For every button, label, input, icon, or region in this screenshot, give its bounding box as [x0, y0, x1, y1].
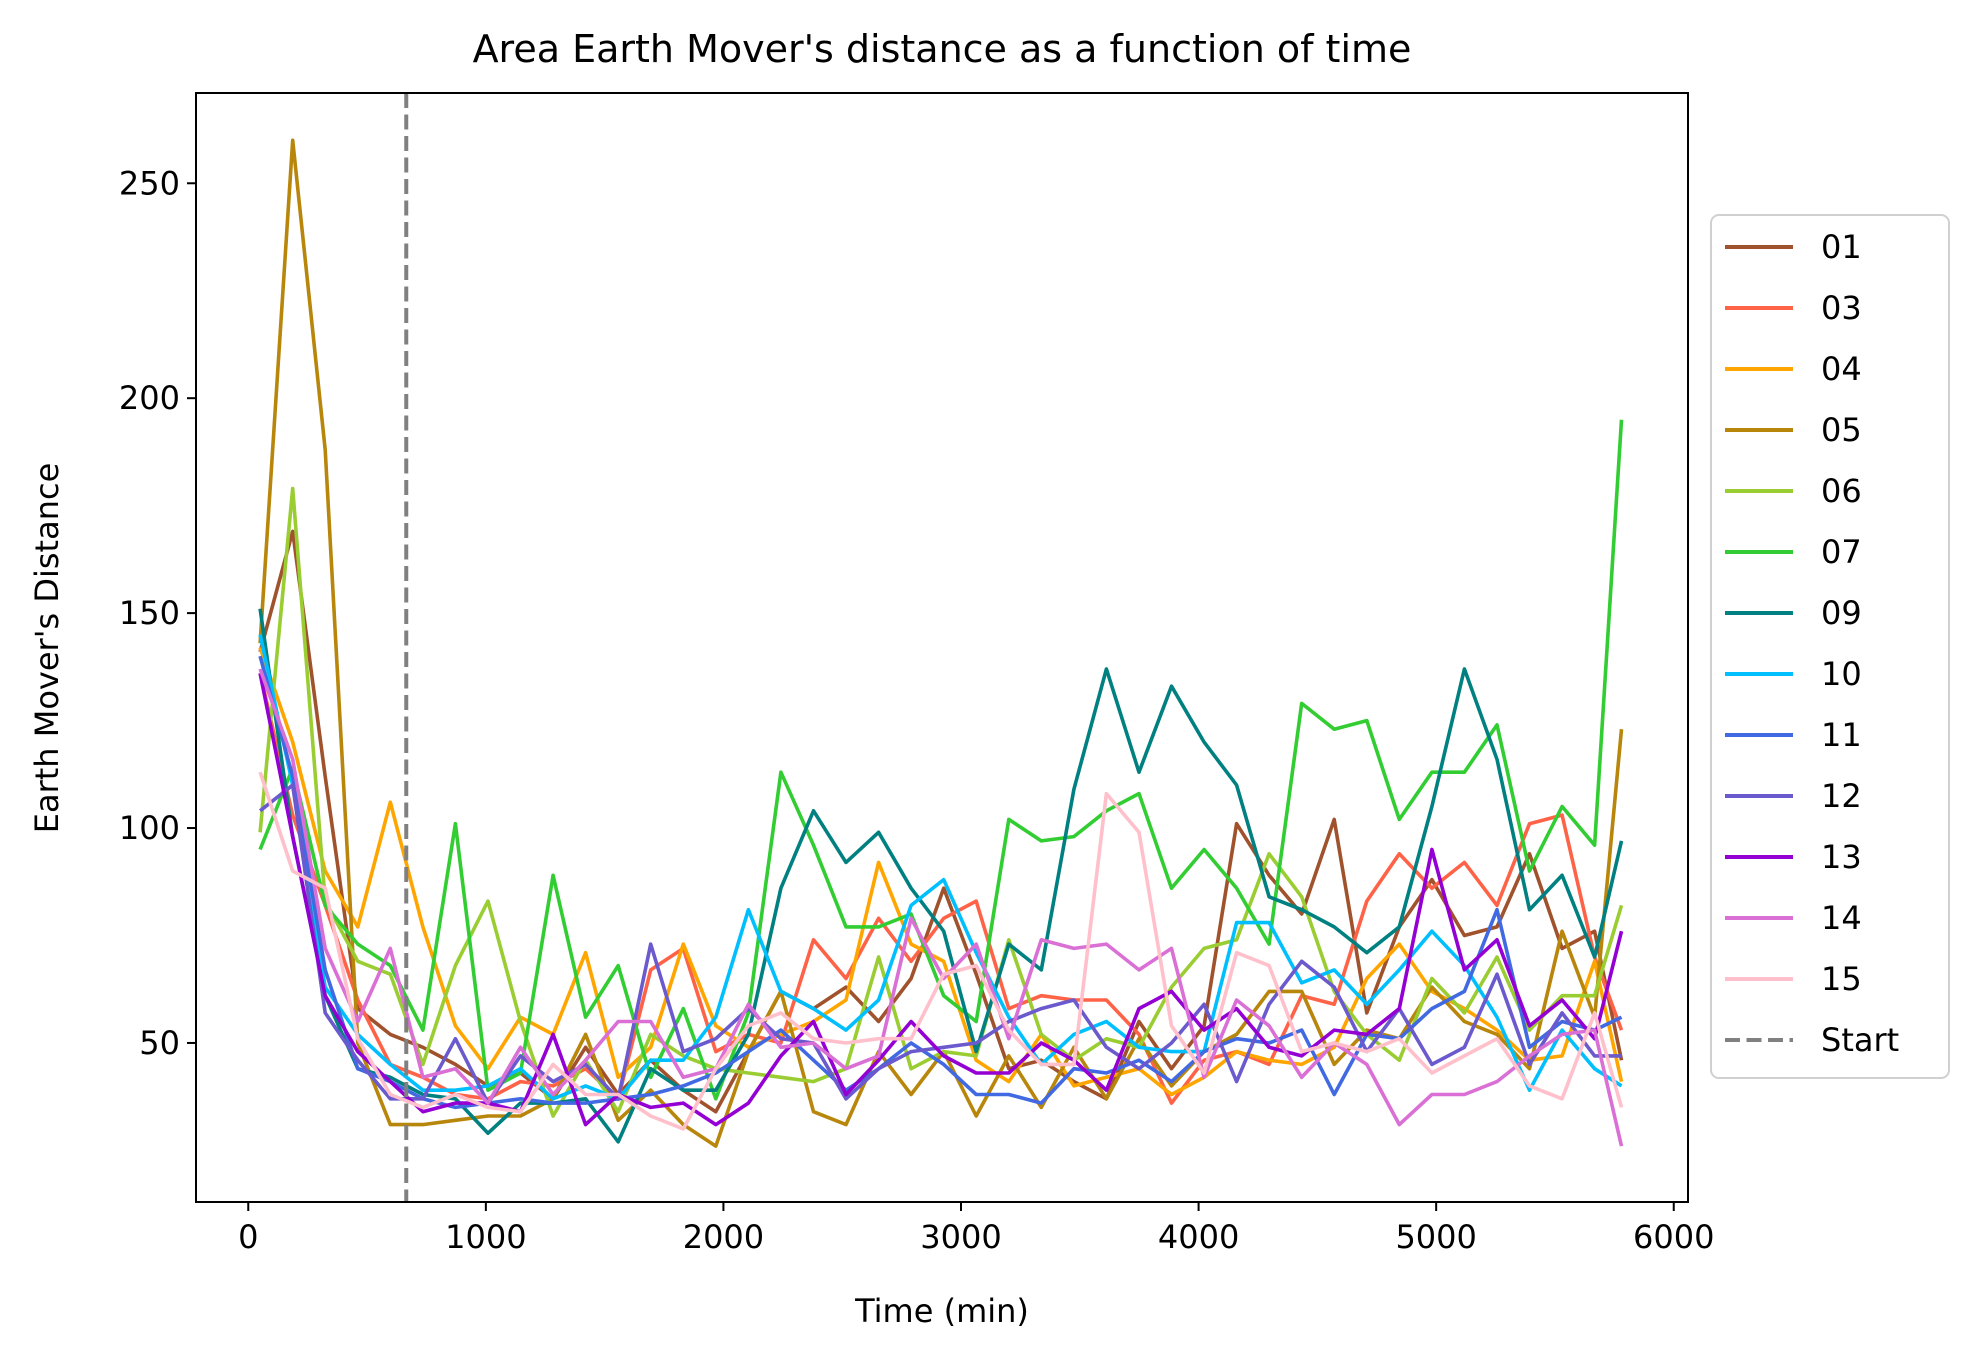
legend-label-15: 15 — [1821, 960, 1862, 998]
series-line-10 — [258, 634, 1623, 1101]
x-tick-label: 2000 — [683, 1218, 764, 1256]
series-line-07 — [258, 419, 1624, 1101]
series-line-06 — [258, 486, 1624, 1118]
x-tick-label: 5000 — [1395, 1218, 1476, 1256]
series-line-15 — [258, 771, 1624, 1131]
x-axis: 0 1000 2000 3000 4000 5000 6000 — [238, 1202, 1714, 1256]
y-tick-label: 250 — [119, 164, 180, 202]
chart-title: Area Earth Mover's distance as a functio… — [473, 27, 1412, 71]
series-line-14 — [258, 668, 1624, 1147]
legend-label-06: 06 — [1821, 472, 1862, 510]
series-line-09 — [258, 608, 1624, 1144]
series-line-03 — [258, 672, 1624, 1105]
series-layer — [258, 138, 1624, 1148]
y-tick-label: 200 — [119, 379, 180, 417]
legend-label-03: 03 — [1821, 289, 1862, 327]
legend-box — [1710, 214, 1950, 1079]
legend-label-05: 05 — [1821, 411, 1862, 449]
plot-area-frame — [195, 92, 1689, 1203]
legend: 01 03 04 05 06 07 09 10 11 12 13 14 15 Start — [1710, 214, 1950, 1079]
legend-label-10: 10 — [1821, 655, 1862, 693]
legend-label-04: 04 — [1821, 350, 1862, 388]
legend-label-13: 13 — [1821, 838, 1862, 876]
x-tick-label: 6000 — [1633, 1218, 1714, 1256]
y-axis-label: Earth Mover's Distance — [28, 463, 66, 834]
x-axis-label: Time (min) — [854, 1292, 1029, 1330]
legend-label-start: Start — [1821, 1021, 1899, 1059]
x-tick-label: 4000 — [1158, 1218, 1239, 1256]
x-tick-label: 0 — [238, 1218, 258, 1256]
legend-label-12: 12 — [1821, 777, 1862, 815]
y-tick-label: 50 — [139, 1024, 180, 1062]
y-tick-label: 100 — [119, 809, 180, 847]
y-axis: 50 100 150 200 250 — [119, 164, 196, 1062]
legend-label-11: 11 — [1821, 716, 1862, 754]
legend-label-07: 07 — [1821, 533, 1862, 571]
legend-label-09: 09 — [1821, 594, 1862, 632]
y-tick-label: 150 — [119, 594, 180, 632]
x-tick-label: 1000 — [445, 1218, 526, 1256]
legend-label-01: 01 — [1821, 228, 1862, 266]
series-line-04 — [258, 646, 1624, 1097]
legend-label-14: 14 — [1821, 899, 1862, 937]
x-tick-label: 3000 — [920, 1218, 1001, 1256]
